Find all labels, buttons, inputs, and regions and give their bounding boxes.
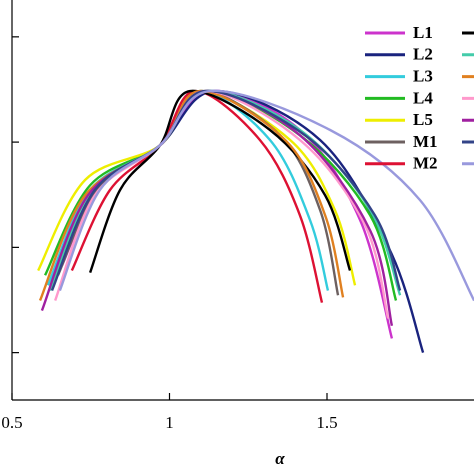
x-tick-label: 1	[165, 413, 174, 432]
legend-label: L5	[413, 110, 433, 129]
legend-label: L4	[413, 88, 433, 107]
line	[40, 89, 394, 327]
line	[88, 89, 352, 274]
line	[54, 89, 390, 319]
legend-label: L3	[413, 67, 433, 86]
x-tick-label: 0.5	[1, 413, 22, 432]
legend-label: M2	[413, 154, 438, 173]
legend-label: M1	[413, 132, 438, 151]
line	[54, 89, 425, 354]
legend-label: L2	[413, 45, 433, 64]
line	[58, 89, 474, 302]
x-tick-label: 1.5	[316, 413, 337, 432]
line	[44, 89, 398, 301]
legend-label: L1	[413, 23, 433, 42]
x-axis-label: α	[275, 449, 285, 468]
line	[60, 89, 394, 339]
